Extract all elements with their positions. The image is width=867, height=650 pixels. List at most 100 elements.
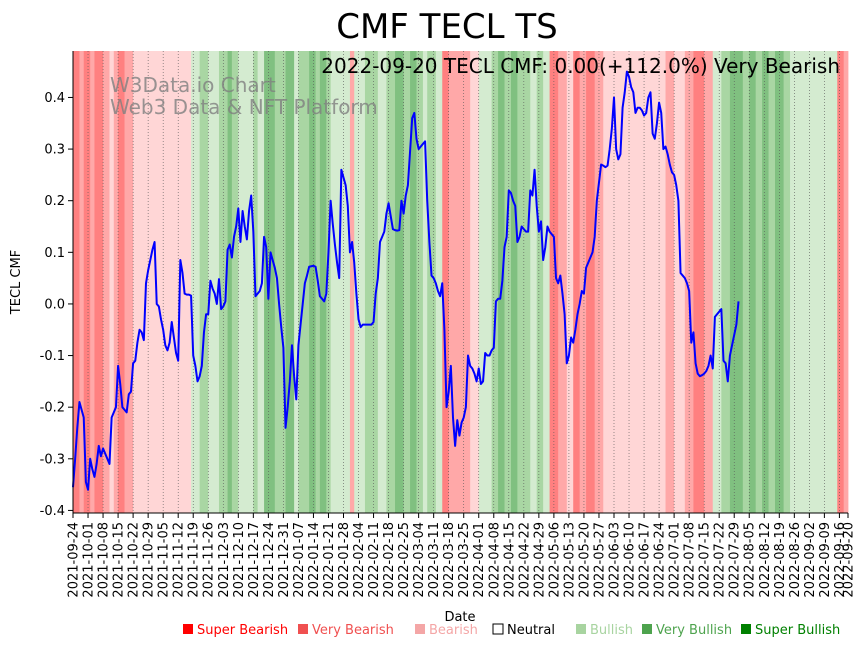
legend-item-super-bearish: Super Bearish xyxy=(183,623,288,638)
band-super-bearish xyxy=(693,51,705,513)
band-bullish xyxy=(208,51,220,513)
band-very-bearish xyxy=(113,51,119,513)
band-bullish xyxy=(377,51,387,513)
x-tick-label: 2021-11-19 xyxy=(187,522,202,598)
legend-label: Bearish xyxy=(429,623,478,638)
x-tick-label: 2022-06-03 xyxy=(607,522,622,598)
legend-label: Super Bullish xyxy=(755,623,840,638)
legend-swatch xyxy=(642,624,652,634)
band-bullish xyxy=(339,51,351,513)
legend-swatch xyxy=(576,624,586,634)
x-tick-label: 2022-07-01 xyxy=(668,522,683,598)
band-bearish xyxy=(109,51,115,513)
legend-item-bullish: Bullish xyxy=(576,623,633,638)
x-tick-label: 2022-05-27 xyxy=(592,522,607,598)
band-super-bullish xyxy=(319,51,327,513)
x-tick-label: 2022-02-11 xyxy=(367,522,382,598)
band-very-bearish xyxy=(448,51,460,513)
x-tick-label: 2022-03-25 xyxy=(457,522,472,598)
x-tick-label: 2021-09-24 xyxy=(67,522,82,598)
x-tick-label: 2021-10-22 xyxy=(127,522,142,598)
y-tick-label: -0.1 xyxy=(40,349,65,364)
y-axis-label: TECL CMF xyxy=(9,250,24,315)
legend-item-very-bearish: Very Bearish xyxy=(298,623,394,638)
y-tick-label: 0.2 xyxy=(44,194,65,209)
x-tick-label: 2022-08-26 xyxy=(788,522,803,598)
x-tick-label: 2022-07-08 xyxy=(683,522,698,598)
legend-swatch xyxy=(741,624,751,634)
band-very-bullish xyxy=(504,51,512,513)
band-very-bearish xyxy=(665,51,675,513)
band-bullish xyxy=(354,51,366,513)
band-very-bullish xyxy=(364,51,379,513)
x-tick-label: 2022-07-22 xyxy=(713,522,728,598)
legend-item-bearish: Bearish xyxy=(415,623,478,638)
x-tick-label: 2022-01-21 xyxy=(322,522,337,598)
legend-item-super-bullish: Super Bullish xyxy=(741,623,840,638)
band-very-bullish xyxy=(491,51,499,513)
band-super-bearish xyxy=(586,51,596,513)
band-super-bearish xyxy=(573,51,581,513)
x-tick-label: 2021-11-12 xyxy=(172,522,187,598)
x-tick-label: 2021-12-03 xyxy=(217,522,232,598)
y-tick-label: 0.3 xyxy=(44,143,65,158)
legend-item-neutral: Neutral xyxy=(492,623,555,638)
x-tick-label: 2022-09-20 xyxy=(842,522,857,598)
watermark-line-1: W3Data.io Chart xyxy=(110,73,276,97)
x-tick-label: 2022-02-25 xyxy=(397,522,412,598)
band-bearish xyxy=(566,51,574,513)
x-tick-label: 2022-08-12 xyxy=(758,522,773,598)
x-tick-label: 2022-07-15 xyxy=(698,522,713,598)
band-bullish xyxy=(244,51,254,513)
band-bearish xyxy=(603,51,615,513)
x-tick-label: 2021-11-05 xyxy=(157,522,172,598)
x-tick-label: 2022-01-07 xyxy=(292,522,307,598)
band-bullish xyxy=(435,51,443,513)
x-tick-label: 2022-05-06 xyxy=(547,522,562,598)
x-tick-label: 2022-07-29 xyxy=(728,522,743,598)
band-very-bullish xyxy=(386,51,396,513)
x-tick-label: 2021-12-31 xyxy=(277,522,292,598)
x-tick-label: 2022-06-10 xyxy=(623,522,638,598)
legend-swatch xyxy=(415,624,425,634)
legend-swatch xyxy=(298,624,308,634)
band-bearish xyxy=(648,51,666,513)
band-very-bearish xyxy=(349,51,355,513)
band-bearish xyxy=(613,51,632,513)
band-very-bullish xyxy=(298,51,310,513)
band-very-bearish xyxy=(90,51,95,513)
x-tick-label: 2021-11-26 xyxy=(202,522,217,598)
band-bullish xyxy=(798,51,812,513)
band-super-bearish xyxy=(83,51,91,513)
band-very-bullish xyxy=(517,51,525,513)
band-very-bullish xyxy=(755,51,763,513)
x-tick-label: 2022-06-17 xyxy=(638,522,653,598)
x-tick-label: 2022-02-04 xyxy=(352,522,367,598)
x-tick-label: 2022-06-24 xyxy=(653,522,668,598)
sentiment-bands xyxy=(73,51,849,513)
chart-subtitle: 2022-09-20 TECL CMF: 0.00(+112.0%) Very … xyxy=(321,54,840,78)
band-very-bullish xyxy=(742,51,750,513)
band-super-bullish xyxy=(410,51,417,513)
band-bullish xyxy=(294,51,299,513)
band-very-bearish xyxy=(843,51,849,513)
band-bullish xyxy=(238,51,246,513)
y-tick-label: -0.2 xyxy=(40,401,65,416)
x-tick-label: 2022-04-15 xyxy=(502,522,517,598)
x-tick-label: 2022-08-05 xyxy=(743,522,758,598)
legend-label: Very Bullish xyxy=(656,623,732,638)
band-very-bearish xyxy=(459,51,471,513)
band-very-bearish xyxy=(558,51,568,513)
x-ticks: 2021-09-24 2021-10-01 2021-10-08 2021-10-15… xyxy=(67,513,857,598)
band-bullish xyxy=(191,51,201,513)
x-tick-label: 2021-12-10 xyxy=(232,522,247,598)
x-tick-label: 2021-12-17 xyxy=(247,522,262,598)
x-tick-label: 2021-10-08 xyxy=(97,522,112,598)
x-tick-label: 2022-04-22 xyxy=(517,522,532,598)
y-tick-label: -0.4 xyxy=(40,504,65,519)
band-super-bullish xyxy=(749,51,757,513)
x-axis-label: Date xyxy=(444,610,475,625)
band-very-bullish xyxy=(416,51,424,513)
band-bullish xyxy=(824,51,838,513)
